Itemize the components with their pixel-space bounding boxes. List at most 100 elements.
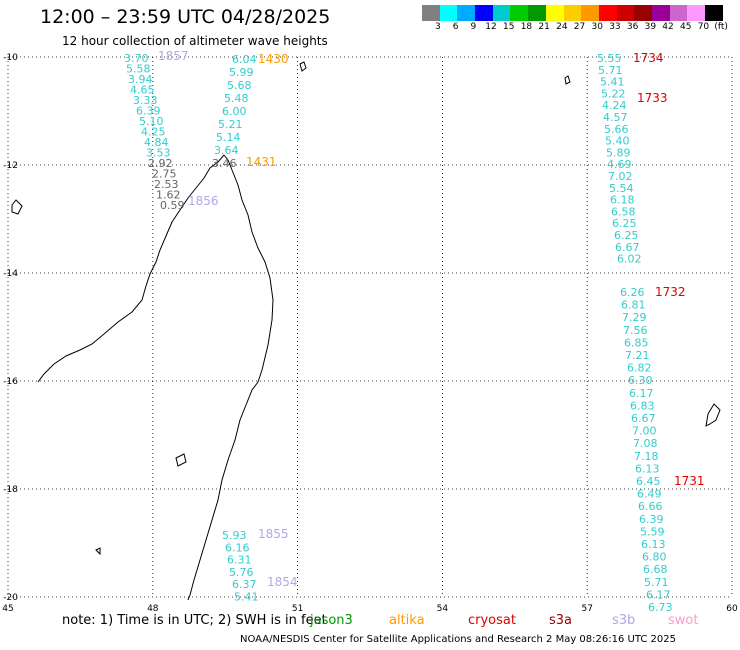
satellite-legend-item: jason3 <box>310 613 353 628</box>
wave-height-value: 5.66 <box>604 123 629 136</box>
wave-height-value: 6.85 <box>624 336 649 349</box>
wave-height-value: 6.17 <box>646 588 671 601</box>
wave-height-value: 7.18 <box>634 450 659 463</box>
satellite-legend-item: altika <box>389 613 425 628</box>
wave-height-value: 6.04 <box>232 53 257 66</box>
wave-height-value: 7.56 <box>623 324 648 337</box>
islet-1 <box>11 199 23 215</box>
colorbar-tick: 45 <box>679 22 692 32</box>
wave-height-value: 6.02 <box>617 253 642 266</box>
colorbar-swatch <box>510 5 529 21</box>
wave-height-value: 5.89 <box>606 146 631 159</box>
wave-height-value: 4.84 <box>144 136 169 149</box>
islet-2 <box>299 61 307 72</box>
lat-tick-label: -18 <box>3 485 18 495</box>
wave-height-value: 2.53 <box>154 178 179 191</box>
colorbar-tick: 33 <box>609 22 621 32</box>
wave-height-value: 5.10 <box>139 115 164 128</box>
wave-height-value: 7.00 <box>632 425 657 438</box>
wave-height-value: 5.71 <box>598 64 623 77</box>
lon-tick-label: 51 <box>292 604 303 614</box>
madagascar-west-coastline <box>37 154 225 383</box>
wave-height-value: 6.49 <box>637 488 662 501</box>
wave-height-value: 5.41 <box>234 591 259 604</box>
lat-tick-label: -20 <box>3 593 18 603</box>
wave-height-value: 0.59 <box>160 199 185 212</box>
colorbar-tick: 30 <box>591 22 603 32</box>
axis-tick-labels: 45 48 51 54 57 60 -10 -12 -14 -16 -18 -20 <box>2 53 738 614</box>
wave-height-value: 6.68 <box>643 563 668 576</box>
lat-tick-label: -12 <box>3 161 18 171</box>
colorbar-swatch <box>439 5 458 21</box>
wave-height-value: 6.39 <box>639 513 664 526</box>
lon-tick-label: 48 <box>147 604 159 614</box>
colorbar-tick: (ft) <box>714 22 728 32</box>
wave-height-value: 5.40 <box>605 135 630 148</box>
wave-height-value: 4.69 <box>607 158 632 171</box>
wave-height-value: 5.59 <box>640 525 665 538</box>
colorbar-tick: 18 <box>520 22 533 32</box>
pass-time-label: 1857 <box>158 49 189 63</box>
lon-tick-label: 45 <box>2 604 13 614</box>
wave-height-value: 2.92 <box>148 157 173 170</box>
lon-tick-label: 54 <box>437 604 449 614</box>
pass-time-label: 1733 <box>637 91 668 105</box>
wave-height-value: 6.58 <box>611 205 636 218</box>
colorbar-swatch <box>598 5 617 21</box>
wave-height-value: 4.25 <box>141 126 166 139</box>
colorbar-swatch <box>563 5 582 21</box>
wave-height-value: 5.41 <box>600 76 625 89</box>
wave-height-value: 6.81 <box>621 299 646 312</box>
wave-height-value: 6.80 <box>642 551 667 564</box>
wave-height-value: 6.25 <box>612 217 637 230</box>
colorbar-swatch <box>651 5 670 21</box>
wave-height-value: 3.70 <box>124 52 149 65</box>
wave-height-value: 6.18 <box>610 194 635 207</box>
islet-6 <box>95 547 101 556</box>
pass-time-label: 1855 <box>258 527 289 541</box>
colorbar-tick: 70 <box>697 22 710 32</box>
wave-height-value: 3.53 <box>146 147 171 160</box>
wave-height-value: 6.17 <box>629 387 654 400</box>
wave-height-value: 5.54 <box>609 182 634 195</box>
pass-time-label: 1856 <box>188 194 219 208</box>
wave-height-value: 1.62 <box>156 189 181 202</box>
credit-line: NOAA/NESDIS Center for Satellite Applica… <box>240 634 676 645</box>
wave-height-value: 6.16 <box>225 541 250 554</box>
wave-height-value: 6.66 <box>638 500 663 513</box>
colorbar-tick: 6 <box>452 22 459 32</box>
lat-lon-grid <box>7 56 733 598</box>
colorbar-tick: 3 <box>435 22 441 32</box>
wave-height-value: 6.00 <box>222 105 247 118</box>
wave-height-value: 6.25 <box>614 229 639 242</box>
wave-height-value: 5.55 <box>597 52 622 65</box>
wave-height-value: 5.93 <box>222 529 247 542</box>
wave-height-value: 4.57 <box>603 111 628 124</box>
pass-time-labels: 1857 1856 1430 1431 1855 1854 1734 1733 1732 1731 <box>158 49 705 589</box>
colorbar-tick: 36 <box>626 22 639 32</box>
wave-height-value: 5.99 <box>229 66 254 79</box>
wave-height-value: 6.45 <box>636 475 661 488</box>
colorbar-swatch <box>475 5 493 21</box>
colorbar-swatch <box>634 5 652 21</box>
wave-height-value: 5.48 <box>224 92 249 105</box>
lat-tick-label: -10 <box>3 53 18 63</box>
wave-height-value: 6.13 <box>641 538 666 551</box>
wave-height-value: 5.58 <box>126 63 151 76</box>
wave-height-value: 6.31 <box>227 554 252 567</box>
satellite-legend-item: swot <box>668 613 699 628</box>
lat-tick-label: -14 <box>3 269 18 279</box>
wave-height-value: 2.75 <box>152 168 177 181</box>
pass-time-label: 1431 <box>246 155 277 169</box>
wave-height-value: 7.02 <box>608 170 633 183</box>
wave-height-value: 5.71 <box>644 576 669 589</box>
wave-height-value: 6.39 <box>136 105 161 118</box>
wave-height-value: 6.13 <box>635 462 660 475</box>
pass-time-label: 1854 <box>267 575 298 589</box>
pass-time-label: 1430 <box>258 52 289 66</box>
colorbar-tick: 9 <box>470 22 477 32</box>
pass-time-label: 1732 <box>655 285 686 299</box>
colorbar-swatch <box>492 5 511 21</box>
pass-time-label: 1731 <box>674 474 705 488</box>
